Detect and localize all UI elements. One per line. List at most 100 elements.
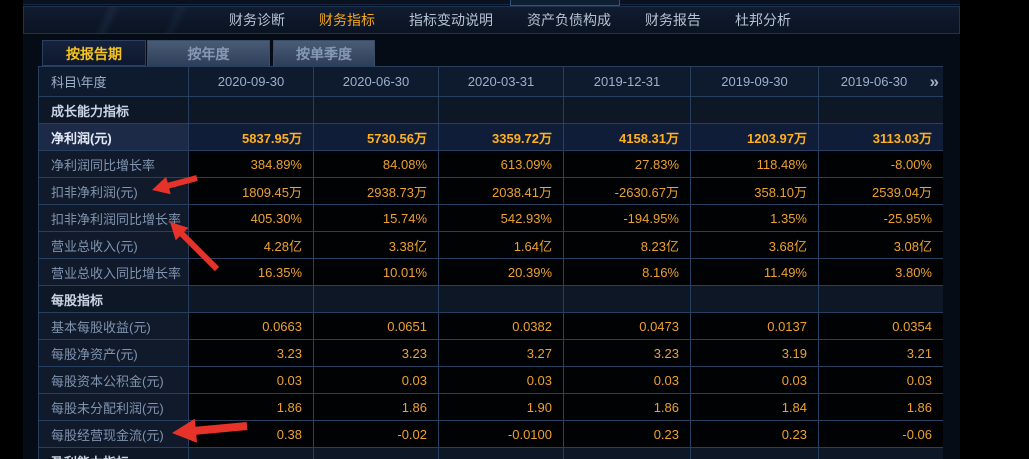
value-cell: 11.49% [691,259,819,286]
value-cell: 0.03 [314,367,439,394]
row-label-cell: 营业总收入(元) [39,232,189,259]
corner-header-cell: 科目\年度 [39,67,189,97]
value-cell: 8.23亿 [564,232,691,259]
table-row[interactable]: 扣非净利润同比增长率 405.30% 15.74% 542.93% -194.95% 1.… [39,205,943,232]
value-cell: 0.03 [819,367,943,394]
value-cell: 1.90 [439,394,564,421]
value-cell: 16.35% [189,259,314,286]
row-label-cell: 每股净资产(元) [39,340,189,367]
value-cell [189,286,314,313]
column-header: 2019-12-31 [564,67,691,97]
value-cell: 3113.03万 [819,124,943,151]
value-cell: 2539.04万 [819,178,943,205]
table-section-row: 成长能力指标 [39,97,943,124]
clipped-active-tab-fragment [510,0,620,6]
value-cell: -25.95% [819,205,943,232]
value-cell: 0.03 [564,367,691,394]
column-header: 2020-03-31 [439,67,564,97]
row-label-cell: 每股经营现金流(元) [39,421,189,448]
value-cell [691,448,819,459]
clipped-top-row [23,0,960,5]
column-header: 2019-06-30» [819,67,943,97]
value-cell [189,448,314,459]
value-cell: 3.19 [691,340,819,367]
table-row[interactable]: 营业总收入(元) 4.28亿 3.38亿 1.64亿 8.23亿 3.68亿 3.08亿 [39,232,943,259]
value-cell: 3.23 [564,340,691,367]
row-label-cell: 每股资本公积金(元) [39,367,189,394]
value-cell: -0.0100 [439,421,564,448]
value-cell: 0.03 [189,367,314,394]
value-cell: 2938.73万 [314,178,439,205]
table-row[interactable]: 扣非净利润(元) 1809.45万 2938.73万 2038.41万 -2630.67… [39,178,943,205]
row-label-cell: 扣非净利润(元) [39,178,189,205]
value-cell: 27.83% [564,151,691,178]
value-cell: 3359.72万 [439,124,564,151]
table-row[interactable]: 每股经营现金流(元) 0.38 -0.02 -0.0100 0.23 0.23 -0.06 [39,421,943,448]
nav-item-3[interactable]: 资产负债构成 [527,12,611,28]
nav-item-0[interactable]: 财务诊断 [229,12,285,28]
table-row[interactable]: 净利润(元) 5837.95万 5730.56万 3359.72万 4158.31万 12… [39,124,943,151]
value-cell: 613.09% [439,151,564,178]
value-cell: 1.86 [819,394,943,421]
period-tab-1[interactable]: 按年度 [147,40,270,66]
nav-item-4[interactable]: 财务报告 [645,12,701,28]
value-cell: 1203.97万 [691,124,819,151]
value-cell: 3.08亿 [819,232,943,259]
column-header: 2020-06-30 [314,67,439,97]
value-cell: 0.0354 [819,313,943,340]
value-cell [439,286,564,313]
row-label-cell: 每股指标 [39,286,189,313]
row-label-cell: 每股未分配利润(元) [39,394,189,421]
value-cell: 3.38亿 [314,232,439,259]
top-navigation-bar: 财务诊断 财务指标 指标变动说明 资产负债构成 财务报告 杜邦分析 [23,6,960,34]
content-panel: 财务诊断 财务指标 指标变动说明 资产负债构成 财务报告 杜邦分析 按报告期 按年度 按单季度… [23,0,960,459]
value-cell: -0.06 [819,421,943,448]
row-label-cell: 净利润(元) [39,124,189,151]
nav-item-5[interactable]: 杜邦分析 [735,12,791,28]
value-cell [189,97,314,124]
value-cell: 0.23 [691,421,819,448]
table-row[interactable]: 净利润同比增长率 384.89% 84.08% 613.09% 27.83% 118.48… [39,151,943,178]
value-cell [314,448,439,459]
value-cell: 2038.41万 [439,178,564,205]
value-cell [439,448,564,459]
value-cell: 1.86 [564,394,691,421]
value-cell: 1.35% [691,205,819,232]
value-cell: 542.93% [439,205,564,232]
nav-item-2[interactable]: 指标变动说明 [409,12,493,28]
value-cell: 8.16% [564,259,691,286]
period-tab-2[interactable]: 按单季度 [273,40,375,66]
table-section-row: 每股指标 [39,286,943,313]
row-label-cell: 盈利能力指标 [39,448,189,459]
value-cell: 118.48% [691,151,819,178]
value-cell: 0.0382 [439,313,564,340]
table-row[interactable]: 每股未分配利润(元) 1.86 1.86 1.90 1.86 1.84 1.86 [39,394,943,421]
value-cell: 0.0473 [564,313,691,340]
value-cell [314,97,439,124]
row-label-cell: 净利润同比增长率 [39,151,189,178]
value-cell: 0.0651 [314,313,439,340]
row-label-cell: 成长能力指标 [39,97,189,124]
value-cell [819,97,943,124]
value-cell: 0.0663 [189,313,314,340]
value-cell: 5730.56万 [314,124,439,151]
table-row[interactable]: 基本每股收益(元) 0.0663 0.0651 0.0382 0.0473 0.0137 0… [39,313,943,340]
value-cell: 0.23 [564,421,691,448]
table-row[interactable]: 每股资本公积金(元) 0.03 0.03 0.03 0.03 0.03 0.03 [39,367,943,394]
value-cell [819,286,943,313]
value-cell: 1.86 [189,394,314,421]
row-label-cell: 营业总收入同比增长率 [39,259,189,286]
value-cell: 0.03 [691,367,819,394]
period-tab-0[interactable]: 按报告期 [42,40,146,66]
value-cell: 3.21 [819,340,943,367]
value-cell: -8.00% [819,151,943,178]
value-cell: 1.86 [314,394,439,421]
nav-item-1[interactable]: 财务指标 [319,12,375,28]
more-columns-icon[interactable]: » [929,71,940,91]
value-cell: 3.80% [819,259,943,286]
value-cell: 405.30% [189,205,314,232]
value-cell: 0.0137 [691,313,819,340]
table-row[interactable]: 每股净资产(元) 3.23 3.23 3.27 3.23 3.19 3.21 [39,340,943,367]
table-row[interactable]: 营业总收入同比增长率 16.35% 10.01% 20.39% 8.16% 11.49% 3… [39,259,943,286]
